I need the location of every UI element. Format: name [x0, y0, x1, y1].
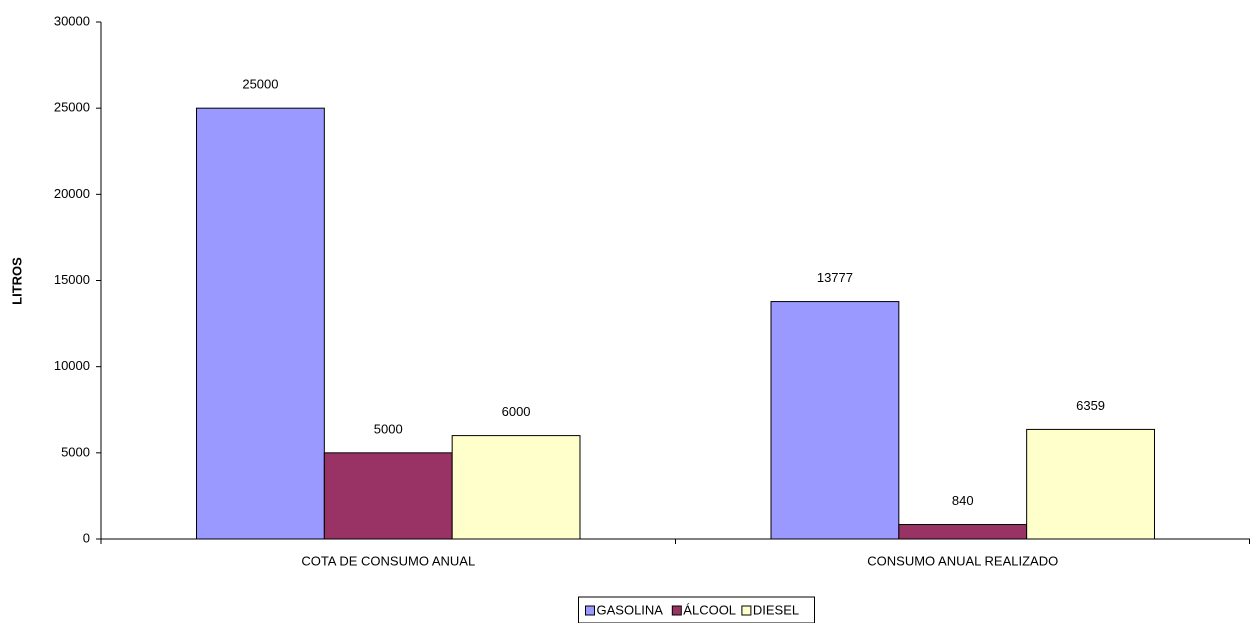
- y-tick-label: 0: [83, 530, 90, 545]
- y-tick-label: 15000: [54, 272, 90, 287]
- legend-box: [578, 596, 815, 623]
- bar: [196, 107, 325, 540]
- legend-swatch: [585, 605, 595, 616]
- value-label: 6359: [1076, 398, 1105, 413]
- y-tick-label: 5000: [61, 444, 90, 459]
- bar: [1026, 428, 1155, 540]
- legend-swatch: [671, 605, 682, 616]
- value-label: 13777: [817, 270, 853, 285]
- legend-label: GASOLINA: [597, 602, 664, 617]
- y-axis-label: LITROS: [9, 257, 24, 305]
- bar: [770, 301, 900, 540]
- bar: [323, 452, 453, 540]
- x-tick-label: CONSUMO ANUAL REALIZADO: [867, 553, 1058, 568]
- value-label: 840: [952, 493, 974, 508]
- x-tick-label: COTA DE CONSUMO ANUAL: [301, 553, 475, 568]
- value-label: 5000: [374, 421, 403, 436]
- legend-swatch: [741, 605, 752, 616]
- value-label: 6000: [502, 404, 531, 419]
- y-tick-label: 30000: [54, 13, 90, 28]
- y-tick-label: 20000: [54, 186, 90, 201]
- y-tick-label: 10000: [54, 358, 90, 373]
- bar: [451, 435, 581, 540]
- legend-label: ÁLCOOL: [683, 602, 736, 617]
- value-label: 25000: [242, 77, 278, 92]
- bar: [898, 524, 1028, 540]
- y-tick-label: 25000: [54, 100, 90, 115]
- legend-label: DIESEL: [753, 602, 799, 617]
